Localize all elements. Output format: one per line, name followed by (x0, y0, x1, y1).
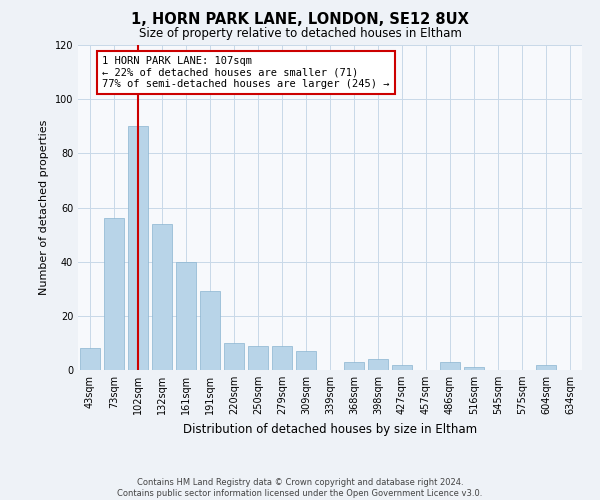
Bar (536, 364, 556, 370)
Bar (80, 348, 100, 370)
Text: Size of property relative to detached houses in Eltham: Size of property relative to detached ho… (139, 28, 461, 40)
Bar (152, 224, 172, 370)
Bar (200, 292, 220, 370)
Bar (344, 362, 364, 370)
X-axis label: Distribution of detached houses by size in Eltham: Distribution of detached houses by size … (183, 422, 477, 436)
Bar (128, 126, 148, 370)
Text: 1, HORN PARK LANE, LONDON, SE12 8UX: 1, HORN PARK LANE, LONDON, SE12 8UX (131, 12, 469, 28)
Y-axis label: Number of detached properties: Number of detached properties (39, 120, 49, 295)
Bar (392, 364, 412, 370)
Bar (104, 218, 124, 370)
Bar (248, 346, 268, 370)
Bar (176, 262, 196, 370)
Bar (368, 359, 388, 370)
Text: Contains HM Land Registry data © Crown copyright and database right 2024.
Contai: Contains HM Land Registry data © Crown c… (118, 478, 482, 498)
Text: 1 HORN PARK LANE: 107sqm
← 22% of detached houses are smaller (71)
77% of semi-d: 1 HORN PARK LANE: 107sqm ← 22% of detach… (102, 56, 389, 89)
Bar (464, 368, 484, 370)
Bar (224, 343, 244, 370)
Bar (272, 346, 292, 370)
Bar (440, 362, 460, 370)
Bar (296, 351, 316, 370)
